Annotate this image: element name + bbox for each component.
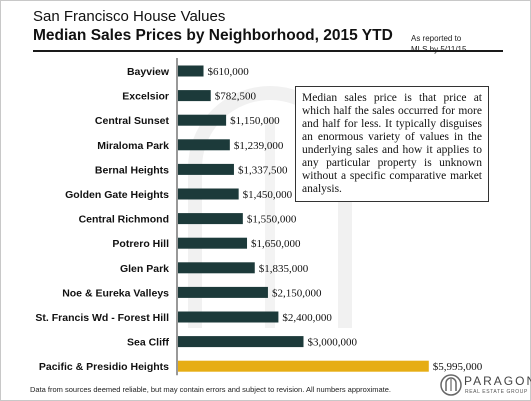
category-label: Pacific & Presidio Heights [39,361,169,373]
category-label: St. Francis Wd - Forest Hill [35,312,169,324]
footer-disclaimer: Data from sources deemed reliable, but m… [30,385,392,394]
value-label: $5,995,000 [433,361,483,373]
value-label: $1,450,000 [243,189,293,201]
bar-highlight [178,360,429,372]
bar [178,237,248,249]
category-label: Bernal Heights [95,164,169,176]
reported-line-1: As reported to [411,34,462,43]
category-label: Sea Cliff [127,337,170,349]
value-label: $2,150,000 [272,287,322,299]
chart-title: San Francisco House Values [33,8,226,25]
logo-tagline: REAL ESTATE GROUP [465,389,528,395]
value-label: $2,400,000 [282,312,332,324]
reported-line-2: MLS by 5/11/15. [411,44,521,55]
value-label: $610,000 [208,66,250,78]
bars-layer: Bayview $610,000 Excelsior $782,500 Central … [35,65,483,373]
bar [178,163,234,175]
category-label: Glen Park [120,263,169,275]
bar [178,139,230,151]
bar [178,262,255,274]
bar [178,188,239,200]
bar [178,90,211,102]
category-label: Golden Gate Heights [65,189,169,201]
bar [178,114,227,126]
paragon-mark-icon [440,374,462,396]
logo-name: PARAGON [464,374,531,388]
value-label: $1,239,000 [234,140,284,152]
category-label: Excelsior [122,91,169,103]
category-label: Bayview [127,66,170,78]
value-label: $1,550,000 [247,214,297,226]
category-label: Miraloma Park [97,140,169,152]
paragon-logo: PARAGON REAL ESTATE GROUP [440,372,531,398]
value-label: $3,000,000 [308,337,358,349]
chart-subtitle: Median Sales Prices by Neighborhood, 201… [33,27,393,44]
category-label: Noe & Eureka Valleys [62,287,169,299]
category-label: Central Richmond [79,214,169,226]
bar [178,213,243,225]
value-label: $1,337,500 [238,164,288,176]
value-label: $1,650,000 [251,238,301,250]
value-label: $1,835,000 [259,263,309,275]
bar [178,286,268,298]
title-underline [33,50,503,52]
median-explanation-box: Median sales price is that price at whic… [295,86,489,202]
bar [178,311,279,323]
category-label: Central Sunset [95,115,170,127]
value-label: $782,500 [215,91,257,103]
bar [178,336,304,348]
bar [178,65,204,77]
reported-note: As reported to MLS by 5/11/15. [411,33,521,55]
category-label: Potrero Hill [112,238,169,250]
value-label: $1,150,000 [230,115,280,127]
